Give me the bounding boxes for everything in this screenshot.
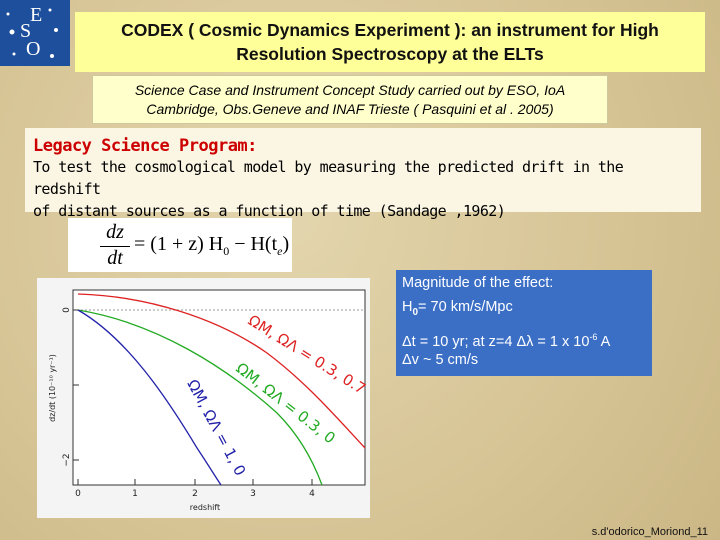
magnitude-heading: Magnitude of the effect: — [402, 275, 554, 291]
plot: ΩM, ΩΛ = 0.3, 0.7 ΩM, ΩΛ = 0.3, 0 ΩM, ΩΛ… — [48, 289, 369, 512]
text: Δt = 10 yr; at z=4 Δλ = 1 x 10 — [402, 333, 590, 350]
x-tick-label: 4 — [309, 489, 315, 499]
numerator: dz — [106, 221, 124, 243]
curve-red — [77, 293, 366, 449]
x-tick-label: 2 — [192, 489, 198, 499]
magnitude-line: Δt = 10 yr; at z=4 Δλ = 1 x 10-6 A — [402, 328, 646, 351]
rhs-text: = (1 + z) H — [134, 233, 224, 255]
subscript: 0 — [223, 244, 230, 258]
subtitle-box: Science Case and Instrument Concept Stud… — [92, 75, 608, 124]
x-tick-label: 3 — [250, 489, 256, 499]
x-tick-label: 0 — [75, 489, 81, 499]
plot-frame — [72, 289, 366, 486]
magnitude-box: Magnitude of the effect: H0= 70 km/s/Mpc… — [396, 270, 652, 376]
title-box: CODEX ( Cosmic Dynamics Experiment ): an… — [75, 12, 705, 72]
text: A — [597, 333, 611, 350]
superscript: -6 — [589, 331, 598, 342]
title-line: Resolution Spectroscopy at the ELTs — [236, 44, 544, 64]
rhs-text: − H(t — [229, 233, 278, 255]
x-tick-label: 1 — [132, 489, 138, 499]
subtitle-line: Cambridge, Obs.Geneve and INAF Trieste (… — [146, 101, 554, 117]
y-tick-label: 0 — [62, 307, 72, 313]
text: = 70 km/s/Mpc — [418, 299, 513, 315]
plot-image: ΩM, ΩΛ = 0.3, 0.7 ΩM, ΩΛ = 0.3, 0 ΩM, ΩΛ… — [37, 278, 370, 518]
curve-green — [77, 309, 323, 486]
logo-letter: S — [20, 20, 32, 42]
subscript: e — [277, 244, 283, 258]
legacy-heading: Legacy Science Program: — [33, 136, 257, 156]
eso-logo: E S O — [0, 0, 70, 66]
denominator: dt — [100, 246, 130, 270]
equation: dz dt = (1 + z) H0 − H(te) — [68, 218, 292, 272]
subscript: 0 — [412, 306, 419, 318]
legacy-line: To test the cosmological model by measur… — [33, 158, 624, 198]
logo-letter: O — [26, 38, 41, 60]
y-tick-label: −2 — [62, 453, 72, 466]
legacy-line: of distant sources as a function of time… — [33, 202, 506, 220]
magnitude-line: Δv ~ 5 cm/s — [402, 351, 479, 368]
logo-stars — [6, 8, 58, 58]
title-line: CODEX ( Cosmic Dynamics Experiment ): an… — [121, 20, 659, 40]
curve-blue — [77, 309, 222, 486]
logo-letter: E — [30, 4, 43, 26]
footer: s.d'odorico_Moriond_11 — [591, 526, 708, 538]
magnitude-line: H0= 70 km/s/Mpc — [402, 298, 646, 322]
legacy-box: Legacy Science Program: To test the cosm… — [25, 128, 701, 220]
equation-rhs: = (1 + z) H0 − H(te) — [134, 233, 289, 259]
y-axis-label: dz/dt (10⁻¹⁰ yr⁻¹) — [48, 354, 57, 422]
fraction: dz dt — [100, 221, 130, 270]
rhs-text: ) — [282, 233, 290, 255]
ticks — [73, 309, 313, 485]
x-axis-label: redshift — [190, 503, 220, 512]
text: H — [402, 299, 413, 315]
subtitle-line: Science Case and Instrument Concept Stud… — [134, 82, 566, 98]
